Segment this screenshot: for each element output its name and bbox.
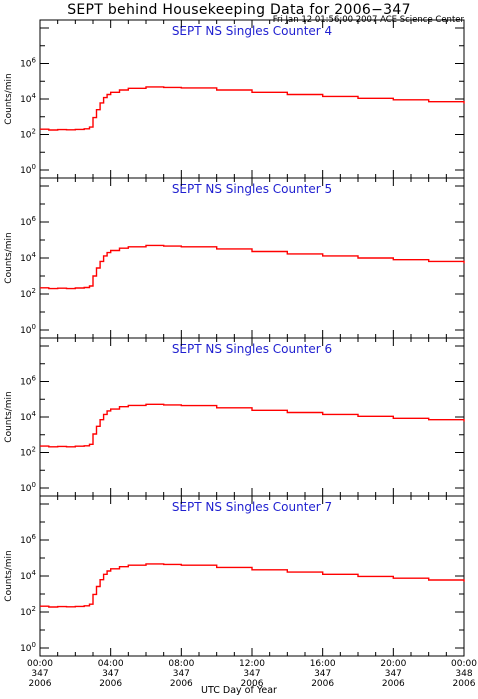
chart-panel-1: SEPT NS Singles Counter 4 100 102 104 106 Cou…	[4, 19, 465, 179]
y-tick-label: 100	[20, 481, 36, 494]
x-tick-label-time: 04:00	[98, 659, 124, 669]
y-tick-label: 102	[20, 605, 36, 618]
panel-title: SEPT NS Singles Counter 4	[172, 24, 332, 38]
x-tick-label-year: 2006	[99, 679, 122, 689]
chart-panel-4: SEPT NS Singles Counter 7 100 102 104 106 Cou…	[4, 495, 465, 657]
y-axis-label: Counts/min	[4, 73, 14, 124]
x-tick-label-time: 00:00	[451, 659, 477, 669]
y-axis-label: Counts/min	[4, 232, 14, 283]
x-tick-label-time: 08:00	[168, 659, 194, 669]
chart-panel-2: SEPT NS Singles Counter 5 100 102 104 106 Cou…	[4, 177, 465, 339]
x-tick-label-year: 2006	[170, 679, 193, 689]
x-tick-label-year: 2006	[311, 679, 334, 689]
page-title: SEPT behind Housekeeping Data for 2006−3…	[67, 2, 411, 18]
x-tick-label-doy: 347	[102, 669, 119, 679]
y-tick-label: 100	[20, 323, 36, 336]
y-tick-label: 104	[20, 410, 36, 423]
panel-title: SEPT NS Singles Counter 5	[172, 182, 332, 196]
y-tick-label: 100	[20, 163, 36, 176]
y-tick-label: 106	[20, 533, 36, 546]
y-tick-label: 102	[20, 287, 36, 300]
y-tick-label: 104	[20, 92, 36, 105]
panel-title: SEPT NS Singles Counter 7	[172, 500, 332, 514]
y-tick-label: 104	[20, 251, 36, 264]
series-line-1	[40, 563, 465, 608]
y-tick-label: 100	[20, 641, 36, 654]
x-tick-label-doy: 348	[455, 669, 472, 679]
x-tick-label-year: 2006	[29, 679, 52, 689]
x-tick-label-time: 20:00	[380, 659, 406, 669]
x-tick-label-doy: 347	[173, 669, 190, 679]
y-tick-label: 106	[20, 375, 36, 388]
x-tick-label-year: 2006	[382, 679, 405, 689]
y-tick-label: 102	[20, 446, 36, 459]
y-tick-label: 106	[20, 215, 36, 228]
x-axis-label: UTC Day of Year	[201, 685, 277, 696]
y-tick-label: 104	[20, 569, 36, 582]
x-tick-label-time: 00:00	[27, 659, 53, 669]
y-axis-label: Counts/min	[4, 391, 14, 442]
panel-title: SEPT NS Singles Counter 6	[172, 342, 332, 356]
x-tick-label-year: 2006	[453, 679, 476, 689]
y-tick-label: 102	[20, 128, 36, 141]
x-tick-label-doy: 347	[314, 669, 331, 679]
y-tick-label: 106	[20, 57, 36, 70]
series-line-1	[40, 403, 465, 448]
x-tick-label-doy: 347	[385, 669, 402, 679]
series-line-1	[40, 244, 465, 290]
x-tick-label-doy: 347	[31, 669, 48, 679]
chart-panel-3: SEPT NS Singles Counter 6 100 102 104 106 Cou…	[4, 337, 465, 497]
y-axis-label: Counts/min	[4, 550, 14, 601]
x-tick-label-time: 16:00	[310, 659, 336, 669]
x-tick-label-doy: 347	[243, 669, 260, 679]
x-tick-label-year: 2006	[241, 679, 264, 689]
x-tick-label-time: 12:00	[239, 659, 265, 669]
series-line-1	[40, 86, 465, 131]
